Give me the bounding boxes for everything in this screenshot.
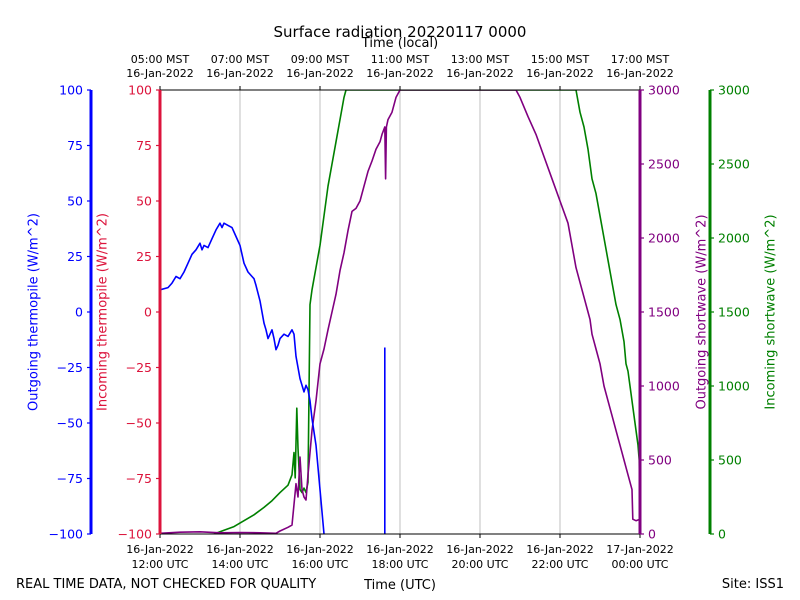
y-axis-label-out_sw: Outgoing shortwave (W/m^2) [695,214,710,409]
top-tick-time-3: 11:00 MST [371,53,430,66]
top-tick-date-2: 16-Jan-2022 [286,67,354,80]
y-axis-label-in_thermo: Incoming thermopile (W/m^2) [96,213,111,411]
y-tick-label-in_thermo-7: 75 [136,138,152,153]
y-tick-label-out_sw-1: 500 [648,453,672,468]
series-layer [160,90,640,534]
footer-site-label: Site: ISS1 [722,577,784,592]
top-axis-label: Time (local) [361,36,438,51]
y-tick-label-in_thermo-3: −25 [126,360,152,375]
y-tick-label-in_sw-3: 1500 [718,305,750,320]
y-axis-label-out_thermo: Outgoing thermopile (W/m^2) [27,213,42,411]
y-tick-label-out_thermo-1: −75 [57,471,83,486]
y-tick-label-out_thermo-4: 0 [75,305,83,320]
y-tick-label-in_sw-4: 2000 [718,231,750,246]
x-axis-label: Time (UTC) [363,578,436,593]
y-tick-label-out_thermo-0: −100 [49,527,83,542]
bottom-axis-ticks: 16-Jan-2022 12:00 UTC 16-Jan-2022 14:00 UTC… [126,534,674,571]
y-tick-label-out_sw-3: 1500 [648,305,680,320]
y-tick-label-in_thermo-4: 0 [144,305,152,320]
y-tick-label-out_thermo-2: −50 [57,416,83,431]
bottom-tick-date-5: 16-Jan-2022 [526,543,594,556]
bottom-tick-time-4: 20:00 UTC [451,558,508,571]
bottom-tick-time-3: 18:00 UTC [371,558,428,571]
bottom-tick-date-2: 16-Jan-2022 [286,543,354,556]
bottom-tick-time-2: 16:00 UTC [291,558,348,571]
top-tick-time-4: 13:00 MST [451,53,510,66]
vertical-gridlines [239,90,561,534]
top-tick-date-3: 16-Jan-2022 [366,67,434,80]
bottom-tick-time-1: 14:00 UTC [211,558,268,571]
y-tick-label-in_thermo-2: −50 [126,416,152,431]
y-tick-label-out_thermo-6: 50 [67,194,83,209]
top-tick-time-2: 09:00 MST [291,53,350,66]
bottom-tick-date-1: 16-Jan-2022 [206,543,274,556]
top-tick-date-6: 16-Jan-2022 [606,67,674,80]
bottom-tick-time-0: 12:00 UTC [131,558,188,571]
y-tick-label-out_thermo-5: 25 [67,249,83,264]
y-axis-label-in_sw: Incoming shortwave (W/m^2) [764,214,779,409]
series-incoming-shortwave [213,90,640,534]
y-tick-label-in_thermo-1: −75 [126,471,152,486]
series-outgoing-shortwave [160,90,640,534]
bottom-tick-date-6: 17-Jan-2022 [606,543,674,556]
top-tick-time-0: 05:00 MST [131,53,190,66]
y-tick-label-in_thermo-0: −100 [118,527,152,542]
y-tick-label-out_thermo-8: 100 [59,83,83,98]
top-tick-time-1: 07:00 MST [211,53,270,66]
top-tick-time-5: 15:00 MST [531,53,590,66]
y-tick-label-out_sw-6: 3000 [648,83,680,98]
y-tick-label-out_sw-2: 1000 [648,379,680,394]
y-tick-label-in_sw-5: 2500 [718,157,750,172]
top-tick-time-6: 17:00 MST [611,53,670,66]
bottom-tick-date-3: 16-Jan-2022 [366,543,434,556]
chart-title: Surface radiation 20220117 0000 [274,23,527,41]
y-tick-label-out_sw-0: 0 [648,527,656,542]
top-tick-date-5: 16-Jan-2022 [526,67,594,80]
y-tick-label-in_sw-0: 0 [718,527,726,542]
bottom-tick-date-0: 16-Jan-2022 [126,543,194,556]
y-tick-label-out_sw-4: 2000 [648,231,680,246]
bottom-tick-date-4: 16-Jan-2022 [446,543,514,556]
bottom-tick-time-6: 00:00 UTC [611,558,668,571]
y-axes: −100 −75 −50 −25 0 25 50 75 100 Outgoing thermopi… [27,83,779,542]
y-tick-label-in_thermo-5: 25 [136,249,152,264]
footer-quality-note: REAL TIME DATA, NOT CHECKED FOR QUALITY [16,577,316,592]
y-tick-label-in_thermo-6: 50 [136,194,152,209]
y-tick-label-in_thermo-8: 100 [128,83,152,98]
y-tick-label-in_sw-6: 3000 [718,83,750,98]
y-tick-label-out_thermo-3: −25 [57,360,83,375]
top-tick-date-1: 16-Jan-2022 [206,67,274,80]
bottom-tick-time-5: 22:00 UTC [531,558,588,571]
series-outgoing-thermopile [160,222,325,534]
top-tick-date-4: 16-Jan-2022 [446,67,514,80]
y-tick-label-out_thermo-7: 75 [67,138,83,153]
y-tick-label-in_sw-1: 500 [718,453,742,468]
y-tick-label-out_sw-5: 2500 [648,157,680,172]
top-tick-date-0: 16-Jan-2022 [126,67,194,80]
y-tick-label-in_sw-2: 1000 [718,379,750,394]
